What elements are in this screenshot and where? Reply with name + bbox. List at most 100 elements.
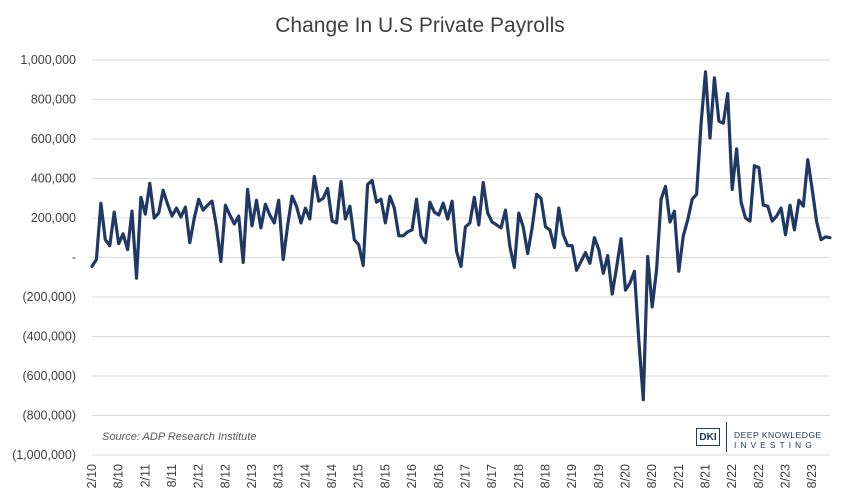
data-point — [198, 198, 200, 200]
data-point — [109, 245, 111, 247]
data-point — [211, 200, 213, 202]
data-point — [700, 122, 702, 124]
series-line — [90, 70, 832, 402]
data-point — [740, 201, 742, 203]
data-point — [278, 199, 280, 201]
logo-line-2: INVESTING — [734, 440, 816, 450]
x-tick-label: 8/14 — [325, 464, 339, 488]
x-tick-label: 2/13 — [245, 464, 259, 488]
data-point — [620, 238, 622, 240]
data-point — [820, 239, 822, 241]
data-point — [580, 261, 582, 263]
data-point — [171, 215, 173, 217]
data-point — [647, 256, 649, 258]
data-point — [567, 245, 569, 247]
data-point — [340, 181, 342, 183]
data-point — [745, 217, 747, 219]
x-tick-label: 8/15 — [378, 464, 392, 488]
data-point — [785, 234, 787, 236]
x-tick-label: 2/15 — [352, 464, 366, 488]
data-point — [233, 223, 235, 225]
x-tick-label: 2/19 — [565, 464, 579, 488]
data-point — [256, 199, 258, 201]
chart-title: Change In U.S Private Payrolls — [275, 14, 564, 37]
data-point — [549, 229, 551, 231]
x-tick-label: 2/20 — [618, 464, 632, 488]
data-point — [416, 198, 418, 200]
data-point — [762, 204, 764, 206]
data-point — [513, 266, 515, 268]
x-tick-label: 8/18 — [538, 464, 552, 488]
data-point — [816, 221, 818, 223]
data-point — [558, 207, 560, 209]
x-tick-label: 2/23 — [779, 464, 793, 488]
data-point — [122, 233, 124, 235]
data-point — [571, 245, 573, 247]
x-tick-label: 8/22 — [752, 464, 766, 488]
data-point — [260, 227, 262, 229]
data-point — [576, 269, 578, 271]
data-point — [811, 188, 813, 190]
data-point — [291, 195, 293, 197]
data-point — [509, 246, 511, 248]
logo-divider — [726, 422, 727, 452]
data-point — [633, 270, 635, 272]
data-point — [491, 221, 493, 223]
data-point — [411, 229, 413, 231]
data-point — [487, 212, 489, 214]
data-point — [393, 207, 395, 209]
data-point — [367, 183, 369, 185]
data-point — [327, 187, 329, 189]
data-point — [602, 272, 604, 274]
data-point — [780, 207, 782, 209]
data-point — [807, 159, 809, 161]
data-point — [140, 196, 142, 198]
data-point — [216, 226, 218, 228]
x-tick-label: 8/16 — [432, 464, 446, 488]
x-tick-label: 8/11 — [165, 464, 179, 487]
data-point — [713, 77, 715, 79]
source-note: Source: ADP Research Institute — [102, 431, 257, 443]
data-point — [136, 277, 138, 279]
y-tick-label: 800,000 — [31, 93, 76, 107]
data-point — [660, 198, 662, 200]
data-point — [593, 237, 595, 239]
data-point — [180, 216, 182, 218]
data-point — [669, 221, 671, 223]
data-point — [162, 189, 164, 191]
data-point — [127, 249, 129, 251]
data-point — [687, 219, 689, 221]
data-point — [705, 71, 707, 73]
data-point — [113, 211, 115, 213]
x-tick-label: 8/13 — [272, 464, 286, 488]
data-point — [104, 239, 106, 241]
y-tick-label: - — [72, 251, 76, 265]
data-point — [505, 209, 507, 211]
data-point — [651, 306, 653, 308]
data-point — [767, 205, 769, 207]
x-tick-label: 8/20 — [645, 464, 659, 488]
data-point — [131, 210, 133, 212]
data-point — [731, 188, 733, 190]
series-group — [90, 70, 832, 402]
data-point — [771, 220, 773, 222]
y-tick-label: (400,000) — [22, 330, 76, 344]
data-point — [149, 182, 151, 184]
data-point — [389, 195, 391, 197]
data-point — [482, 182, 484, 184]
data-point — [793, 229, 795, 231]
data-point — [318, 200, 320, 202]
data-point — [496, 224, 498, 226]
data-point — [758, 167, 760, 169]
data-point — [562, 234, 564, 236]
data-point — [420, 235, 422, 237]
data-point — [451, 200, 453, 202]
data-point — [456, 251, 458, 253]
data-point — [207, 204, 209, 206]
data-point — [429, 201, 431, 203]
data-point — [678, 270, 680, 272]
data-point — [371, 180, 373, 182]
logo-line-1: DEEP KNOWLEDGE — [734, 430, 822, 440]
data-point — [625, 289, 627, 291]
